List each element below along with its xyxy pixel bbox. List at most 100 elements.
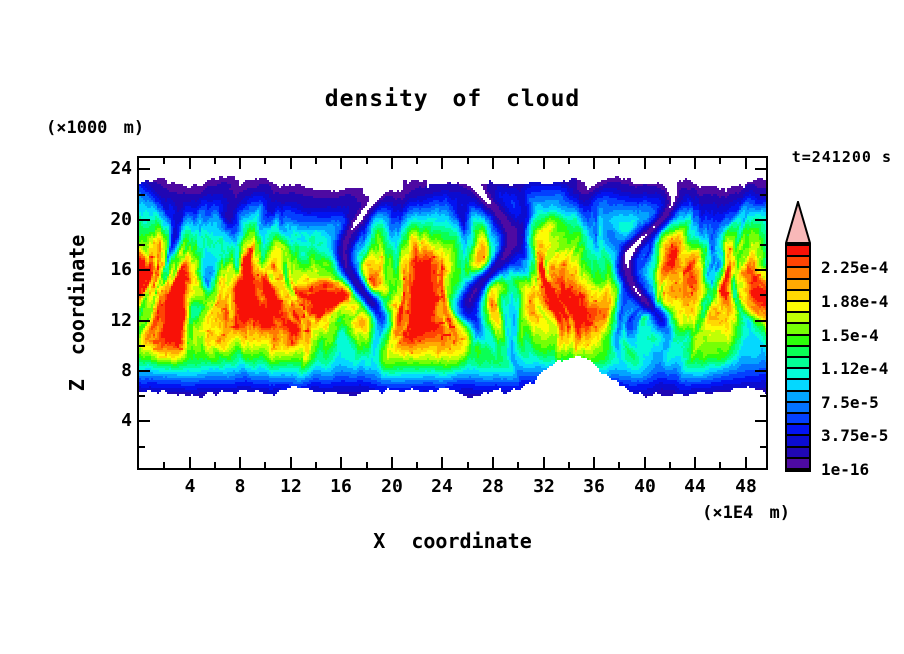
z-major-tick bbox=[755, 370, 766, 372]
x-major-tick bbox=[441, 158, 443, 169]
z-major-tick bbox=[755, 420, 766, 422]
colorbar-cell bbox=[787, 458, 809, 468]
colorbar-cell bbox=[787, 324, 809, 334]
x-major-tick bbox=[644, 457, 646, 468]
x-major-tick bbox=[239, 158, 241, 169]
x-major-tick bbox=[340, 457, 342, 468]
z-tick-label: 12 bbox=[110, 310, 132, 331]
x-tick-label: 4 bbox=[184, 476, 196, 497]
x-major-tick bbox=[745, 457, 747, 468]
z-major-tick bbox=[139, 269, 150, 271]
colorbar-cell bbox=[787, 436, 809, 446]
x-tick-label: 8 bbox=[234, 476, 246, 497]
z-minor-tick bbox=[760, 294, 766, 296]
x-minor-tick bbox=[517, 462, 519, 468]
z-major-tick bbox=[139, 320, 150, 322]
x-minor-tick bbox=[467, 158, 469, 164]
x-major-tick bbox=[441, 457, 443, 468]
x-minor-tick bbox=[669, 158, 671, 164]
x-minor-tick bbox=[163, 462, 165, 468]
x-major-tick bbox=[593, 457, 595, 468]
colorbar-tick-label: 7.5e-5 bbox=[821, 392, 879, 412]
x-major-tick bbox=[694, 158, 696, 169]
colorbar-tick-label: 1.5e-4 bbox=[821, 325, 879, 345]
x-major-tick bbox=[543, 158, 545, 169]
colorbar bbox=[785, 244, 811, 472]
z-major-tick bbox=[139, 420, 150, 422]
x-minor-tick bbox=[467, 462, 469, 468]
z-tick-label: 4 bbox=[121, 410, 132, 431]
x-minor-tick bbox=[315, 158, 317, 164]
x-minor-tick bbox=[214, 462, 216, 468]
x-major-tick bbox=[391, 158, 393, 169]
x-tick-label: 40 bbox=[634, 476, 656, 497]
x-minor-tick bbox=[366, 158, 368, 164]
x-tick-label: 16 bbox=[330, 476, 352, 497]
colorbar-cell bbox=[787, 402, 809, 412]
colorbar-cell bbox=[787, 346, 809, 356]
colorbar-tick-label: 1e-16 bbox=[821, 460, 870, 479]
x-tick-label: 32 bbox=[533, 476, 555, 497]
colorbar-cell bbox=[787, 302, 809, 312]
z-major-tick bbox=[139, 370, 150, 372]
z-minor-tick bbox=[760, 194, 766, 196]
x-major-tick bbox=[391, 457, 393, 468]
x-minor-tick bbox=[618, 158, 620, 164]
x-tick-label: 12 bbox=[280, 476, 302, 497]
z-major-tick bbox=[755, 219, 766, 221]
z-major-tick bbox=[755, 269, 766, 271]
colorbar-cell bbox=[787, 380, 809, 390]
x-minor-tick bbox=[163, 158, 165, 164]
x-minor-tick bbox=[416, 462, 418, 468]
x-major-tick bbox=[189, 158, 191, 169]
z-minor-tick bbox=[760, 345, 766, 347]
x-major-tick bbox=[290, 457, 292, 468]
z-minor-tick bbox=[139, 294, 145, 296]
z-major-tick bbox=[139, 219, 150, 221]
x-axis-units-label: (×1E4 m) bbox=[702, 503, 790, 523]
x-minor-tick bbox=[669, 462, 671, 468]
colorbar-tick-label: 3.75e-5 bbox=[821, 426, 889, 446]
plot-frame bbox=[137, 156, 768, 470]
colorbar-cell bbox=[787, 279, 809, 289]
colorbar-cell bbox=[787, 447, 809, 457]
colorbar-cell bbox=[787, 257, 809, 267]
colorbar-cell bbox=[787, 290, 809, 300]
colorbar-cell bbox=[787, 313, 809, 323]
colorbar-cell bbox=[787, 425, 809, 435]
z-axis-units-label: (×1000 m) bbox=[46, 118, 145, 138]
x-minor-tick bbox=[264, 158, 266, 164]
x-minor-tick bbox=[366, 462, 368, 468]
x-tick-label: 44 bbox=[684, 476, 706, 497]
z-major-tick bbox=[755, 320, 766, 322]
z-tick-label: 8 bbox=[121, 360, 132, 381]
colorbar-cell bbox=[787, 268, 809, 278]
x-major-tick bbox=[340, 158, 342, 169]
x-major-tick bbox=[492, 158, 494, 169]
z-minor-tick bbox=[760, 446, 766, 448]
x-minor-tick bbox=[618, 462, 620, 468]
cloud-density-field-canvas bbox=[139, 158, 766, 468]
x-major-tick bbox=[290, 158, 292, 169]
x-major-tick bbox=[593, 158, 595, 169]
colorbar-tick-label: 1.12e-4 bbox=[821, 359, 889, 379]
colorbar-overflow-arrow bbox=[784, 198, 812, 248]
z-minor-tick bbox=[760, 244, 766, 246]
x-minor-tick bbox=[517, 158, 519, 164]
z-major-tick bbox=[755, 168, 766, 170]
x-minor-tick bbox=[264, 462, 266, 468]
z-major-tick bbox=[139, 168, 150, 170]
time-label: t=241200 s bbox=[791, 148, 892, 166]
z-tick-label: 24 bbox=[110, 158, 132, 179]
z-minor-tick bbox=[139, 244, 145, 246]
x-tick-label: 24 bbox=[431, 476, 453, 497]
colorbar-cell bbox=[787, 358, 809, 368]
x-axis-title: X coordinate bbox=[373, 529, 532, 553]
x-minor-tick bbox=[719, 158, 721, 164]
x-minor-tick bbox=[568, 158, 570, 164]
colorbar-cell bbox=[787, 414, 809, 424]
chart-title: density of cloud bbox=[324, 86, 581, 112]
x-major-tick bbox=[492, 457, 494, 468]
colorbar-tick-label: 2.25e-4 bbox=[821, 258, 889, 278]
